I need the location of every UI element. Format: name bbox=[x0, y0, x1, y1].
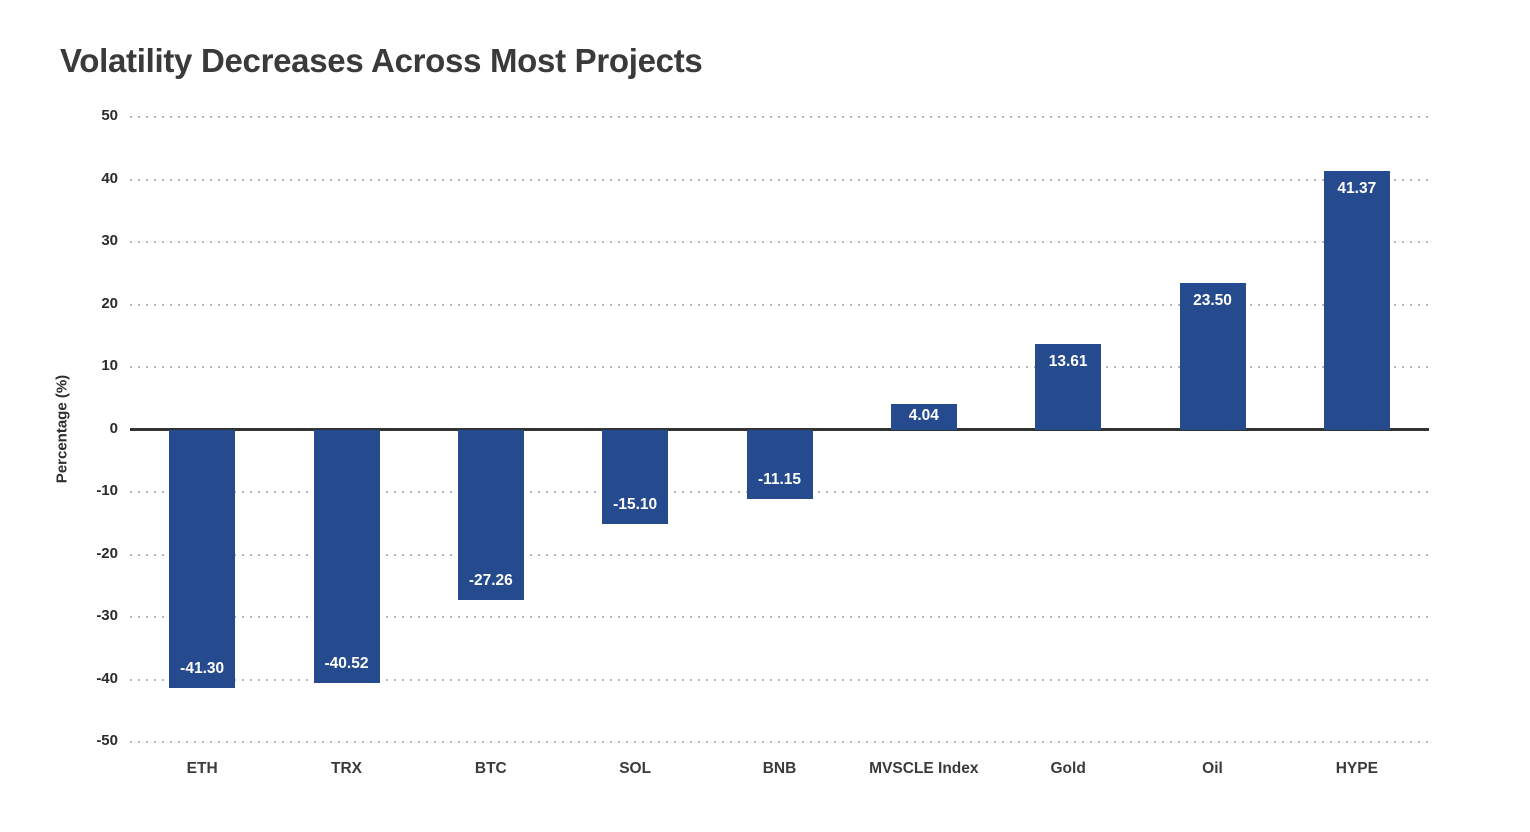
ytick-label-40: 40 bbox=[101, 169, 118, 187]
ytick-label-0: 0 bbox=[109, 419, 118, 437]
gridline-10 bbox=[130, 366, 1429, 368]
bar-value-label-mvscle-index: 4.04 bbox=[908, 407, 939, 425]
gridline-20 bbox=[130, 303, 1429, 306]
gridline-40 bbox=[130, 178, 1429, 181]
xtick-label-hype: HYPE bbox=[1335, 760, 1378, 777]
ytick-label-10: 10 bbox=[101, 357, 118, 374]
gridline-50 bbox=[130, 116, 1429, 118]
ytick-label--20: -20 bbox=[96, 544, 118, 562]
bar-value-label-bnb: -11.15 bbox=[757, 471, 802, 489]
ytick-label--40: -40 bbox=[96, 669, 118, 687]
gridline--20 bbox=[130, 553, 1429, 556]
bar-value-label-oil: 23.50 bbox=[1193, 291, 1232, 309]
bar-mvscle-index bbox=[890, 404, 957, 430]
bar-btc bbox=[457, 429, 524, 600]
bar-hype bbox=[1323, 170, 1390, 430]
bar-value-label-btc: -27.26 bbox=[468, 571, 513, 589]
bar-trx bbox=[313, 429, 380, 683]
bar-value-label-gold: 13.61 bbox=[1048, 353, 1088, 371]
gridline--40 bbox=[130, 678, 1429, 681]
gridline-30 bbox=[130, 241, 1429, 243]
ytick-label-20: 20 bbox=[101, 294, 118, 312]
xtick-label-trx: TRX bbox=[331, 760, 362, 777]
bar-sol bbox=[602, 429, 669, 524]
xtick-label-mvscle-index: MVSCLE Index bbox=[869, 760, 979, 777]
xtick-label-btc: BTC bbox=[474, 760, 507, 777]
bar-value-label-sol: -15.10 bbox=[613, 495, 658, 513]
ytick-label-50: 50 bbox=[101, 107, 118, 124]
xtick-label-oil: Oil bbox=[1202, 760, 1223, 777]
gridline--30 bbox=[130, 616, 1429, 618]
bar-value-label-eth: -41.30 bbox=[180, 659, 225, 677]
bar-eth bbox=[169, 429, 236, 688]
xtick-label-gold: Gold bbox=[1050, 760, 1086, 777]
bar-value-label-hype: 41.37 bbox=[1337, 179, 1377, 197]
xtick-label-bnb: BNB bbox=[762, 760, 797, 777]
ytick-label--30: -30 bbox=[96, 607, 118, 624]
bar-gold bbox=[1035, 344, 1102, 430]
xtick-label-sol: SOL bbox=[619, 760, 652, 777]
ytick-label--10: -10 bbox=[96, 482, 118, 499]
xtick-label-eth: ETH bbox=[186, 760, 218, 777]
bar-bnb bbox=[746, 429, 813, 500]
bar-value-label-trx: -40.52 bbox=[324, 654, 369, 672]
gridline--50 bbox=[130, 741, 1429, 743]
chart-title: Volatility Decreases Across Most Project… bbox=[60, 42, 703, 79]
ytick-label--50: -50 bbox=[96, 732, 118, 749]
bar-oil bbox=[1179, 282, 1246, 430]
ytick-label-30: 30 bbox=[101, 232, 118, 249]
